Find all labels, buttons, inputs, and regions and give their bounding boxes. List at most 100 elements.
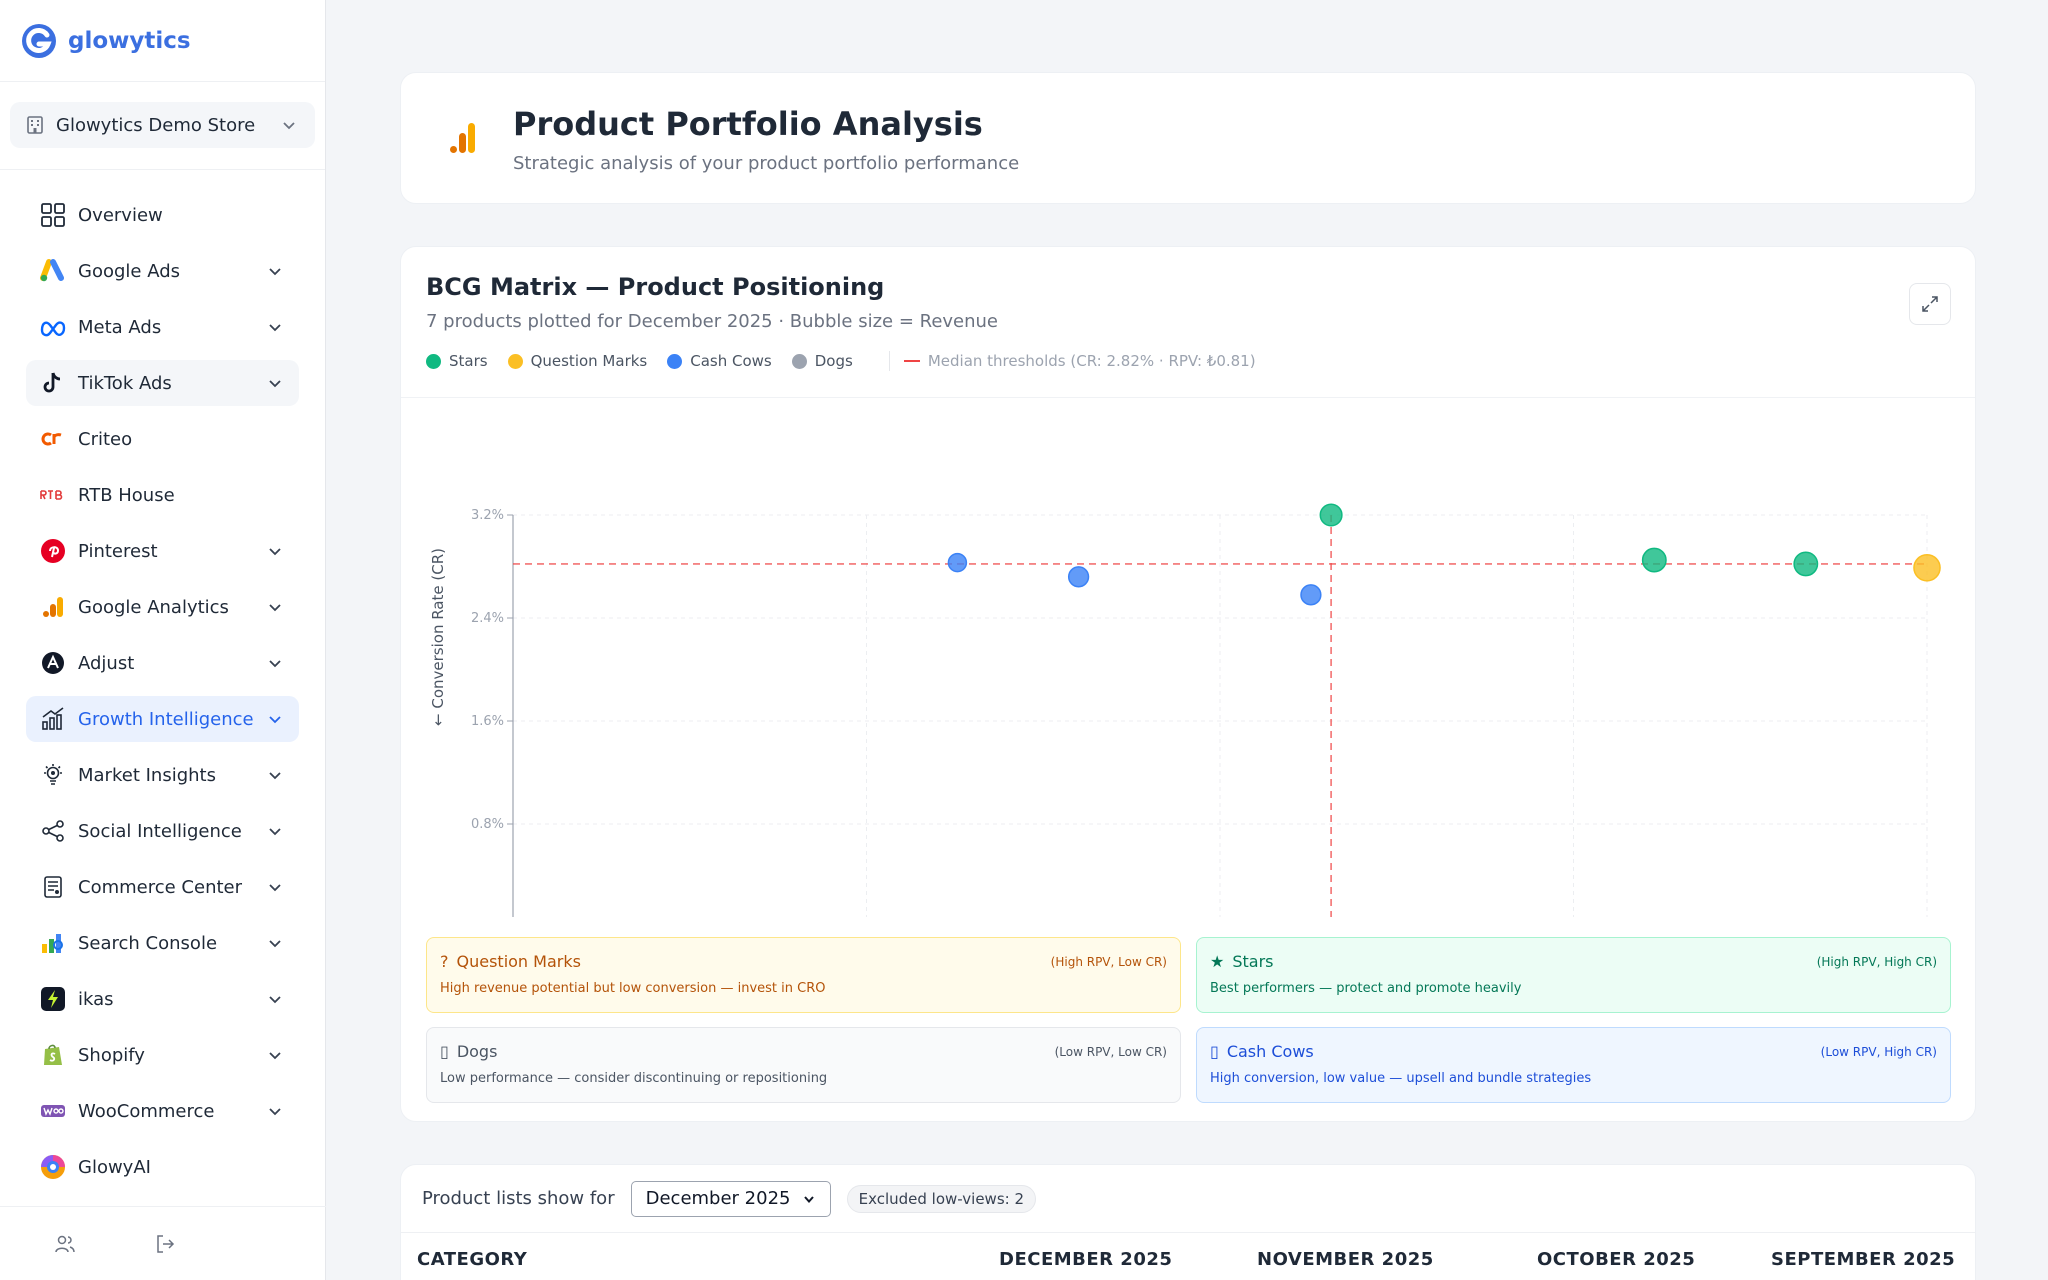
sidebar-item-woocommerce[interactable]: WooCommerce: [26, 1088, 299, 1134]
quadrant-dogs: ▯ Dogs (Low RPV, Low CR) Low performance —…: [426, 1027, 1181, 1103]
column-header-december[interactable]: DECEMBER 2025: [999, 1249, 1173, 1270]
legend-dogs: Dogs: [791, 352, 853, 370]
adjust-icon: [40, 650, 66, 676]
growth-chart-icon: [40, 706, 66, 732]
sidebar-item-label: GlowyAI: [78, 1156, 151, 1178]
product-list-filter: Product lists show for December 2025 Exc…: [401, 1165, 1975, 1233]
users-icon[interactable]: [50, 1229, 80, 1259]
commerce-icon: [40, 874, 66, 900]
analytics-bars-icon: [450, 123, 475, 153]
chevron-down-icon: [269, 1108, 281, 1116]
expand-icon: [1922, 296, 1938, 312]
column-header-november[interactable]: NOVEMBER 2025: [1257, 1249, 1434, 1270]
sidebar-item-growth-intelligence[interactable]: Growth Intelligence: [26, 696, 299, 742]
page-title: Product Portfolio Analysis: [513, 105, 983, 143]
sidebar-item-label: RTB House: [78, 484, 175, 506]
sidebar-item-overview[interactable]: Overview: [26, 192, 299, 238]
criteo-icon: [40, 426, 66, 452]
sidebar-item-adjust[interactable]: Adjust: [26, 640, 299, 686]
ikas-icon: [40, 986, 66, 1012]
data-point-stars: [1793, 551, 1819, 577]
chevron-down-icon: [269, 716, 281, 724]
sidebar-item-social-intelligence[interactable]: Social Intelligence: [26, 808, 299, 854]
chevron-down-icon: [803, 1195, 814, 1203]
sidebar-item-label: Overview: [78, 204, 163, 226]
chevron-down-icon: [269, 324, 281, 332]
legend-cash-cows: Cash Cows: [667, 352, 772, 370]
market-insights-icon: [40, 762, 66, 788]
sidebar-item-label: WooCommerce: [78, 1100, 215, 1122]
sidebar-item-google-ads[interactable]: Google Ads: [26, 248, 299, 294]
sidebar-item-label: ikas: [78, 988, 114, 1010]
search-console-icon: [40, 930, 66, 956]
glowyai-icon: [40, 1154, 66, 1180]
expand-button[interactable]: [1909, 283, 1951, 325]
brand[interactable]: glowytics: [0, 0, 325, 82]
chevron-down-icon: [269, 660, 281, 668]
data-point-question-marks: [1913, 553, 1941, 582]
store-selector[interactable]: Glowytics Demo Store: [10, 102, 315, 148]
google-ads-icon: [40, 258, 66, 284]
sidebar-item-google-analytics[interactable]: Google Analytics: [26, 584, 299, 630]
chevron-down-icon: [269, 548, 281, 556]
legend-question-marks: Question Marks: [507, 352, 647, 370]
filter-label: Product lists show for: [422, 1188, 615, 1209]
chevron-down-icon: [283, 122, 295, 130]
sidebar-item-label: Commerce Center: [78, 876, 243, 898]
sidebar-item-label: Adjust: [78, 652, 135, 674]
chevron-down-icon: [269, 772, 281, 780]
y-tick-label: 0.8%: [471, 817, 504, 832]
shopify-icon: [40, 1042, 66, 1068]
column-header-september[interactable]: SEPTEMBER 2025: [1771, 1249, 1956, 1270]
tiktok-icon: [40, 370, 66, 396]
store-name: Glowytics Demo Store: [56, 114, 256, 136]
data-point-cash-cows: [947, 552, 968, 573]
data-point-cash-cows: [1300, 584, 1322, 606]
bcg-subtitle: 7 products plotted for December 2025 · B…: [426, 311, 999, 332]
column-header-category[interactable]: CATEGORY: [417, 1249, 528, 1270]
sidebar-item-glowyai[interactable]: GlowyAI: [26, 1144, 299, 1190]
chevron-down-icon: [269, 604, 281, 612]
sidebar-item-tiktok-ads[interactable]: TikTok Ads: [26, 360, 299, 406]
page-header: Product Portfolio Analysis Strategic ana…: [400, 72, 1976, 204]
sidebar-item-commerce-center[interactable]: Commerce Center: [26, 864, 299, 910]
sidebar-nav: Overview Google Ads Meta Ads TikTok Ads: [0, 192, 325, 1190]
sidebar-item-label: Search Console: [78, 932, 218, 954]
excluded-badge: Excluded low-views: 2: [846, 1184, 1037, 1213]
sidebar-item-pinterest[interactable]: Pinterest: [26, 528, 299, 574]
rtb-house-icon: [40, 482, 66, 508]
y-tick-label: 1.6%: [471, 714, 504, 729]
y-axis-label: ← Conversion Rate (CR): [429, 548, 447, 726]
meta-icon: [40, 314, 66, 340]
bcg-matrix-card: BCG Matrix — Product Positioning 7 produ…: [400, 246, 1976, 1122]
page-subtitle: Strategic analysis of your product portf…: [513, 153, 1020, 174]
sidebar-item-criteo[interactable]: Criteo: [26, 416, 299, 462]
month-select[interactable]: December 2025: [630, 1180, 831, 1217]
quadrant-cash-cows: ▯ Cash Cows (Low RPV, High CR) High conver…: [1196, 1027, 1951, 1103]
data-point-stars: [1641, 547, 1667, 573]
google-analytics-icon: [40, 594, 66, 620]
product-list-card: Product lists show for December 2025 Exc…: [400, 1164, 1976, 1280]
sidebar-item-meta-ads[interactable]: Meta Ads: [26, 304, 299, 350]
sidebar-item-ikas[interactable]: ikas: [26, 976, 299, 1022]
column-header-october[interactable]: OCTOBER 2025: [1537, 1249, 1696, 1270]
chevron-down-icon: [269, 268, 281, 276]
sidebar-item-label: Shopify: [78, 1044, 145, 1066]
sidebar-item-label: Meta Ads: [78, 316, 162, 338]
sidebar-item-label: Google Ads: [78, 260, 180, 282]
sidebar-item-label: Social Intelligence: [78, 820, 242, 842]
logout-icon[interactable]: [150, 1229, 180, 1259]
sidebar-item-label: Google Analytics: [78, 596, 229, 618]
sidebar-item-label: Criteo: [78, 428, 133, 450]
sidebar-item-rtb-house[interactable]: RTB House: [26, 472, 299, 518]
sidebar-item-shopify[interactable]: Shopify: [26, 1032, 299, 1078]
data-point-cash-cows: [1067, 566, 1090, 588]
sidebar-item-label: TikTok Ads: [78, 372, 172, 394]
sidebar-item-search-console[interactable]: Search Console: [26, 920, 299, 966]
chevron-down-icon: [269, 940, 281, 948]
sidebar-footer: [0, 1206, 326, 1280]
woocommerce-icon: [40, 1098, 66, 1124]
sidebar: glowytics Glowytics Demo Store Overview …: [0, 0, 326, 1280]
sidebar-item-market-insights[interactable]: Market Insights: [26, 752, 299, 798]
y-tick-label: 2.4%: [471, 611, 504, 626]
